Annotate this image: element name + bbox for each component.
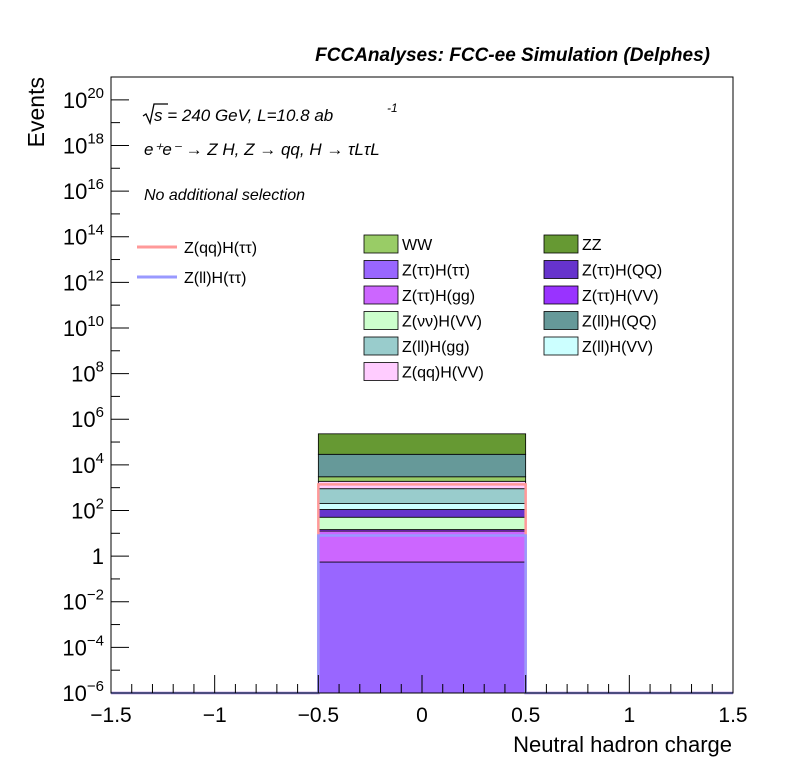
legend-line-label-0: Z(qq)H(ττ) <box>184 240 257 257</box>
legend-label-3: Z(ττ)H(QQ) <box>582 263 662 280</box>
y-tick-label-2: 10−2 <box>62 587 104 615</box>
legend-label-0: WW <box>402 237 433 254</box>
chart-title: FCCAnalyses: FCC-ee Simulation (Delphes) <box>315 45 710 66</box>
selection-annotation: No additional selection <box>144 187 305 204</box>
stack-bar-4 <box>317 509 527 518</box>
legend-label-2: Z(ττ)H(ττ) <box>402 263 470 280</box>
energy-annotation: s = 240 GeV, L=10.8 ab <box>154 106 333 125</box>
legend-label-9: Z(ll)H(VV) <box>582 339 653 356</box>
legend-label-5: Z(ττ)H(VV) <box>582 288 659 305</box>
legend-swatch-9 <box>543 336 579 356</box>
y-tick-label-4: 102 <box>71 495 104 523</box>
y-tick-label-5: 104 <box>71 450 104 478</box>
energy-annotation-sup: -1 <box>387 101 398 115</box>
x-tick-label-6: 1.5 <box>718 704 747 727</box>
x-tick-label-5: 1 <box>623 704 635 727</box>
x-tick-label-4: 0.5 <box>511 704 540 727</box>
stack-bar-8 <box>317 476 527 482</box>
legend-swatch-7 <box>543 311 579 330</box>
y-tick-label-6: 106 <box>71 404 104 432</box>
legend-backgrounds: WW ZZ Z(ττ)H(ττ) Z(ττ)H(QQ) Z(ττ)H(gg) Z(ττ)H… <box>363 234 662 382</box>
legend-swatch-10 <box>363 362 399 381</box>
legend-swatch-5 <box>543 285 579 305</box>
legend-label-1: ZZ <box>582 237 602 254</box>
y-tick-label-11: 1016 <box>63 176 104 204</box>
legend-label-4: Z(ττ)H(gg) <box>402 288 475 305</box>
legend-swatch-1 <box>543 234 579 254</box>
y-tick-label-13: 1020 <box>63 85 104 113</box>
y-tick-label-10: 1014 <box>63 222 104 250</box>
stack-bars <box>317 433 527 694</box>
process-annotation: e⁺e⁻ → Z H, Z → qq, H → τLτL <box>144 140 380 159</box>
y-tick-label-7: 108 <box>71 359 104 387</box>
legend-swatch-4 <box>363 285 399 305</box>
x-tick-label-2: −0.5 <box>298 704 339 727</box>
legend-swatch-6 <box>363 311 399 330</box>
sqrt-icon <box>142 103 168 126</box>
y-tick-label-12: 1018 <box>63 130 104 158</box>
legend-label-10: Z(qq)H(VV) <box>402 365 484 382</box>
legend-label-8: Z(ll)H(gg) <box>402 339 470 356</box>
y-tick-label-3: 1 <box>92 544 104 569</box>
y-axis: 10−6 10−4 10−2 1 102 104 106 108 1010 1012 1014 101… <box>62 85 129 706</box>
x-tick-label-1: −1 <box>203 704 227 727</box>
stack-bar-9 <box>317 453 527 478</box>
x-tick-label-3: 0 <box>416 704 428 727</box>
x-axis: −1.5 −1 −0.5 0 0.5 1 1.5 <box>90 675 748 727</box>
legend-label-6: Z(νν)H(VV) <box>402 314 482 331</box>
y-tick-label-8: 1010 <box>63 313 104 341</box>
legend-swatch-2 <box>363 260 399 279</box>
y-axis-label: Events <box>23 77 49 147</box>
legend-swatch-3 <box>543 260 579 279</box>
legend-swatch-0 <box>363 234 399 254</box>
legend-signal: Z(qq)H(ττ) Z(ll)H(ττ) <box>137 240 257 287</box>
stack-bar-3 <box>317 516 527 530</box>
stack-bar-0 <box>317 561 527 694</box>
x-axis-label: Neutral hadron charge <box>513 732 732 757</box>
y-tick-label-0: 10−6 <box>62 678 104 706</box>
legend-swatch-8 <box>363 336 399 356</box>
x-tick-label-0: −1.5 <box>90 704 131 727</box>
stack-bar-10 <box>317 433 527 455</box>
y-tick-label-9: 1012 <box>63 267 104 295</box>
stack-bar-5 <box>317 503 527 510</box>
legend-label-7: Z(ll)H(QQ) <box>582 314 657 331</box>
legend-line-label-1: Z(ll)H(ττ) <box>184 270 246 287</box>
stack-bar-6 <box>317 488 527 504</box>
y-tick-label-1: 10−4 <box>62 632 104 660</box>
